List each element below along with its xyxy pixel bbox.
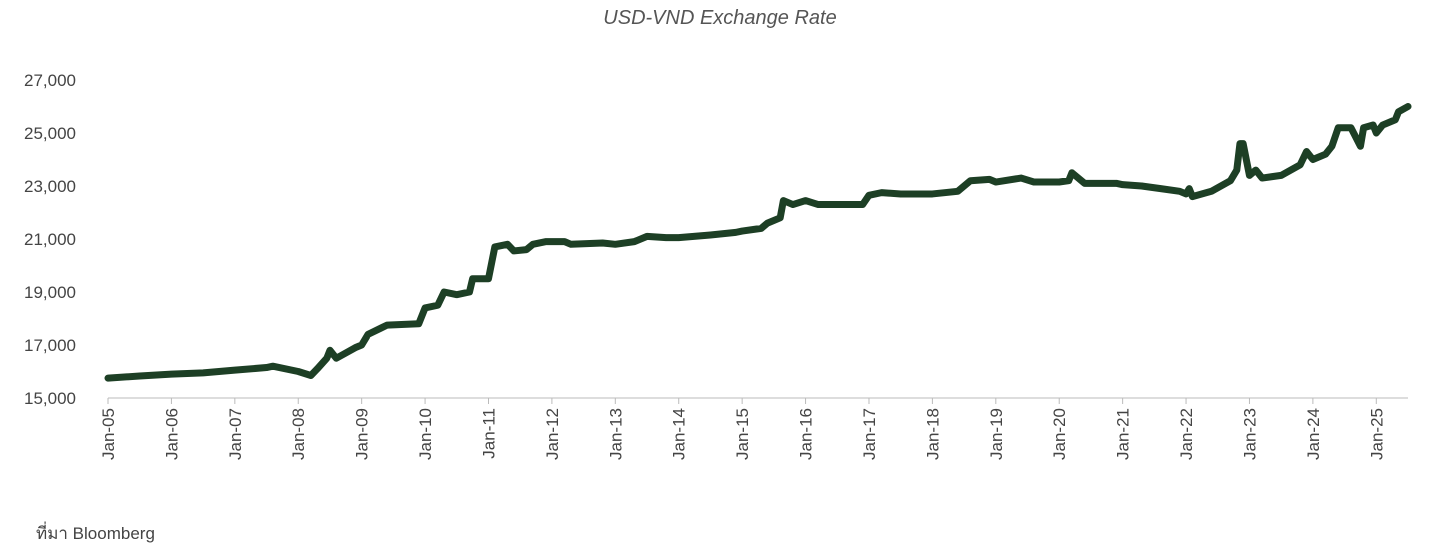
x-tick-label: Jan-17	[860, 408, 879, 460]
x-tick-label: Jan-09	[353, 408, 372, 460]
y-tick-label: 15,000	[24, 389, 76, 408]
x-tick-label: Jan-18	[923, 408, 942, 460]
x-tick-label: Jan-06	[162, 408, 181, 460]
source-note: ที่มา Bloomberg	[36, 521, 155, 543]
chart-title: USD-VND Exchange Rate	[603, 7, 836, 29]
x-tick-label: Jan-19	[987, 408, 1006, 460]
y-tick-label: 23,000	[24, 177, 76, 196]
x-tick-label: Jan-05	[99, 408, 118, 460]
y-tick-label: 17,000	[24, 336, 76, 355]
x-tick-label: Jan-13	[606, 408, 625, 460]
x-tick-label: Jan-14	[670, 408, 689, 460]
y-tick-label: 25,000	[24, 124, 76, 143]
x-tick-label: Jan-23	[1240, 408, 1259, 460]
x-tick-label: Jan-22	[1177, 408, 1196, 460]
x-tick-label: Jan-25	[1367, 408, 1386, 460]
x-tick-label: Jan-08	[289, 408, 308, 460]
x-tick-label: Jan-07	[226, 408, 245, 460]
x-tick-label: Jan-21	[1114, 408, 1133, 460]
y-tick-label: 19,000	[24, 283, 76, 302]
x-tick-label: Jan-24	[1304, 408, 1323, 460]
x-tick-label: Jan-16	[797, 408, 816, 460]
y-tick-label: 21,000	[24, 230, 76, 249]
x-tick-label: Jan-15	[733, 408, 752, 460]
x-tick-label: Jan-10	[416, 408, 435, 460]
x-tick-label: Jan-12	[543, 408, 562, 460]
x-tick-label: Jan-20	[1050, 408, 1069, 460]
y-tick-label: 27,000	[24, 71, 76, 90]
x-tick-label: Jan-11	[479, 408, 498, 459]
line-series	[104, 103, 1412, 382]
